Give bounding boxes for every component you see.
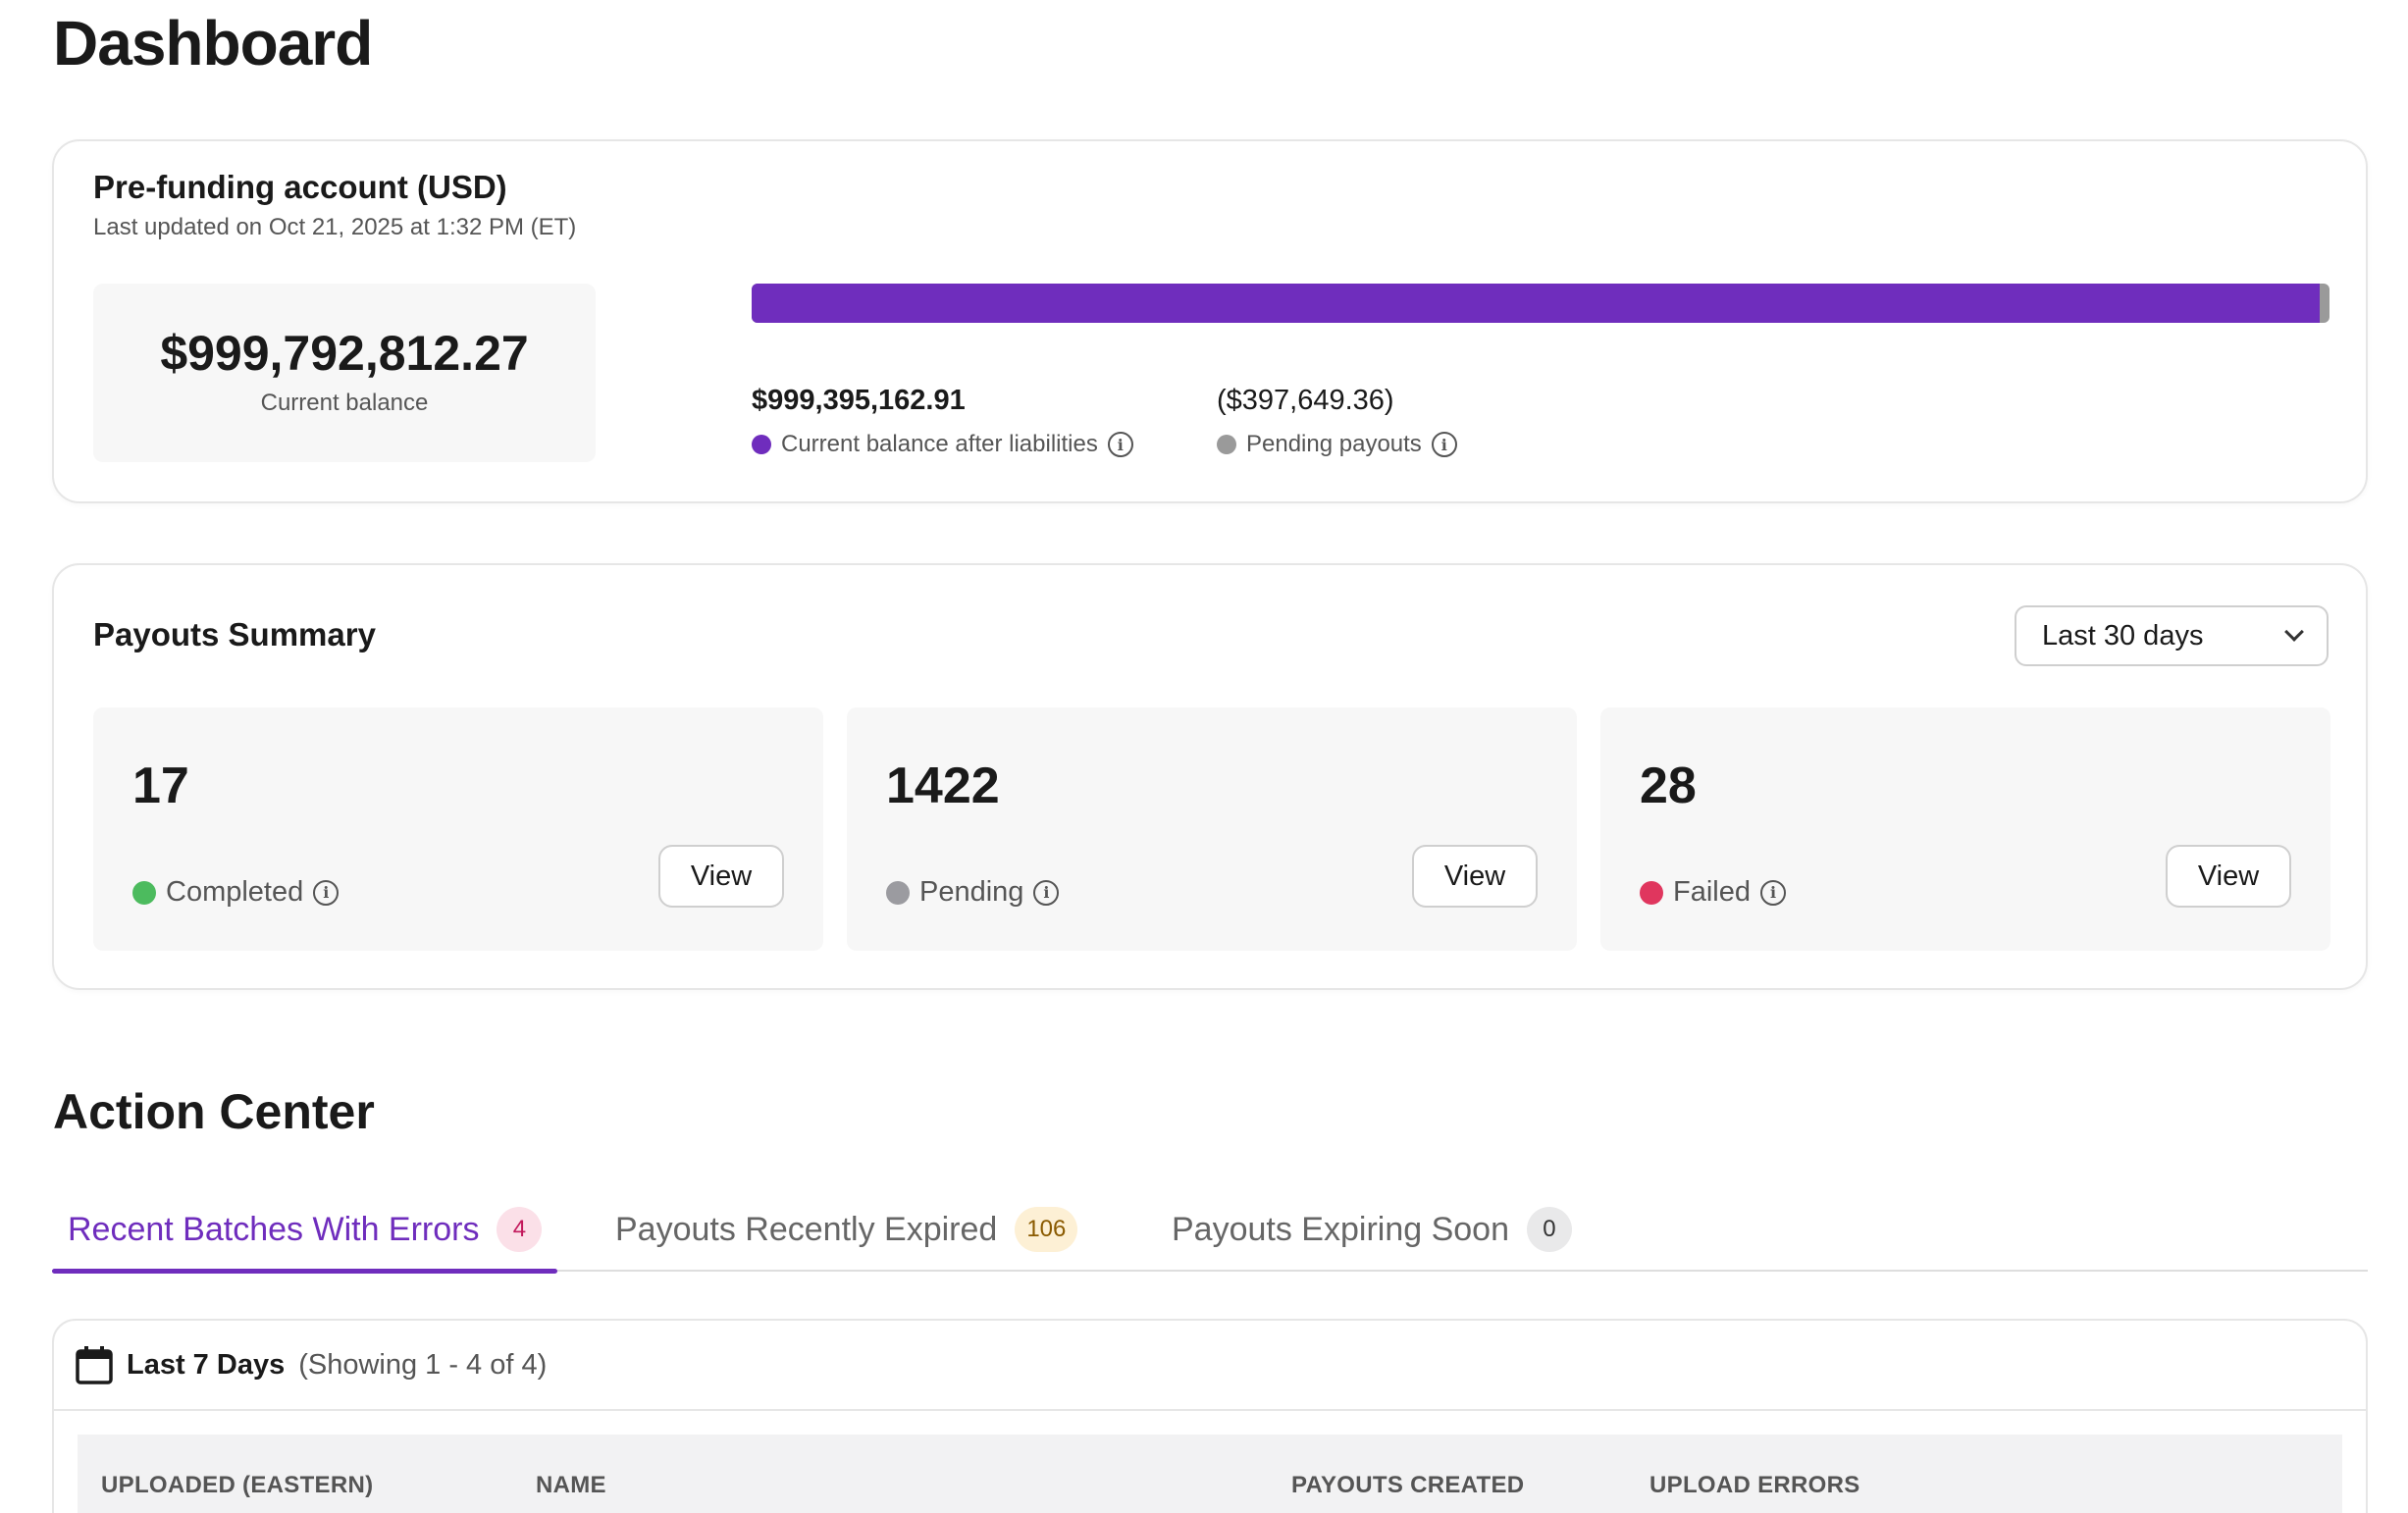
action-center-title: Action Center (53, 1084, 375, 1139)
info-icon[interactable]: i (313, 879, 340, 906)
table-range-count: (Showing 1 - 4 of 4) (298, 1348, 548, 1381)
tab-label: Payouts Expiring Soon (1172, 1210, 1509, 1248)
action-center-tabs: Recent Batches With Errors 4 Payouts Rec… (52, 1187, 2368, 1274)
gray-legend-dot (1217, 435, 1236, 454)
last-updated: Last updated on Oct 21, 2025 at 1:32 PM … (93, 214, 577, 240)
after-liabilities-value: $999,395,162.91 (752, 385, 966, 416)
view-completed-button[interactable]: View (658, 845, 784, 908)
status-dot-gray (886, 880, 910, 905)
after-liabilities-metric: $999,395,162.91 Current balance after li… (752, 385, 1133, 458)
table-range-label: Last 7 Days (127, 1348, 286, 1381)
stat-card-failed: 28 Failed i View (1600, 707, 2330, 951)
pending-payouts-label: Pending payouts (1246, 431, 1422, 457)
column-payouts-created[interactable]: PAYOUTS CREATED (1291, 1472, 1525, 1498)
stat-card-completed: 17 Completed i View (93, 707, 823, 951)
pending-payouts-value: ($397,649.36) (1217, 385, 1394, 416)
tab-payouts-expiring-soon[interactable]: Payouts Expiring Soon 0 (1156, 1187, 1588, 1272)
page-title: Dashboard (53, 8, 373, 78)
period-select-value: Last 30 days (2042, 619, 2204, 652)
stat-label: Completed (166, 876, 304, 908)
current-balance-label: Current balance (260, 390, 429, 416)
calendar-icon (76, 1346, 113, 1384)
current-balance-box: $999,792,812.27 Current balance (93, 284, 596, 462)
batches-table-card: Last 7 Days (Showing 1 - 4 of 4) UPLOADE… (52, 1319, 2368, 1513)
current-balance-amount: $999,792,812.27 (160, 326, 529, 381)
view-pending-button[interactable]: View (1412, 845, 1538, 908)
info-icon[interactable]: i (1033, 879, 1060, 906)
payouts-summary-card: Payouts Summary Last 30 days 17 Complete… (52, 563, 2368, 990)
stat-label: Failed (1673, 876, 1751, 908)
count-badge: 106 (1015, 1207, 1078, 1252)
info-icon[interactable]: i (1431, 432, 1457, 457)
view-failed-button[interactable]: View (2166, 845, 2291, 908)
stat-count: 1422 (886, 757, 1000, 814)
prefunding-card: Pre-funding account (USD) Last updated o… (52, 139, 2368, 503)
payouts-summary-title: Payouts Summary (93, 616, 376, 652)
info-icon[interactable]: i (1760, 879, 1786, 906)
stat-card-pending: 1422 Pending i View (847, 707, 1577, 951)
prefunding-title: Pre-funding account (USD) (93, 169, 507, 205)
stat-label: Pending (919, 876, 1024, 908)
chevron-down-icon (2284, 622, 2304, 642)
count-badge: 4 (497, 1207, 543, 1252)
column-name[interactable]: NAME (536, 1472, 606, 1498)
pending-payouts-metric: ($397,649.36) Pending payouts i (1217, 385, 1457, 458)
balance-progress-bar (752, 284, 2329, 323)
after-liabilities-label: Current balance after liabilities (781, 431, 1098, 457)
tab-recent-batches-errors[interactable]: Recent Batches With Errors 4 (52, 1187, 558, 1274)
table-column-header: UPLOADED (EASTERN) NAME PAYOUTS CREATED … (78, 1435, 2342, 1513)
tab-label: Payouts Recently Expired (615, 1210, 998, 1248)
tab-label: Recent Batches With Errors (68, 1210, 480, 1248)
stat-count: 17 (132, 757, 189, 814)
period-select[interactable]: Last 30 days (2015, 605, 2329, 666)
info-icon[interactable]: i (1107, 432, 1133, 457)
table-range-header: Last 7 Days (Showing 1 - 4 of 4) (54, 1321, 2366, 1411)
column-uploaded[interactable]: UPLOADED (EASTERN) (101, 1472, 374, 1498)
stat-count: 28 (1640, 757, 1697, 814)
purple-legend-dot (752, 435, 771, 454)
balance-progress-fill (752, 284, 2321, 323)
count-badge: 0 (1526, 1207, 1572, 1252)
status-dot-green (132, 880, 156, 905)
tab-payouts-recently-expired[interactable]: Payouts Recently Expired 106 (600, 1187, 1093, 1272)
status-dot-red (1640, 880, 1663, 905)
column-upload-errors[interactable]: UPLOAD ERRORS (1649, 1472, 1860, 1498)
